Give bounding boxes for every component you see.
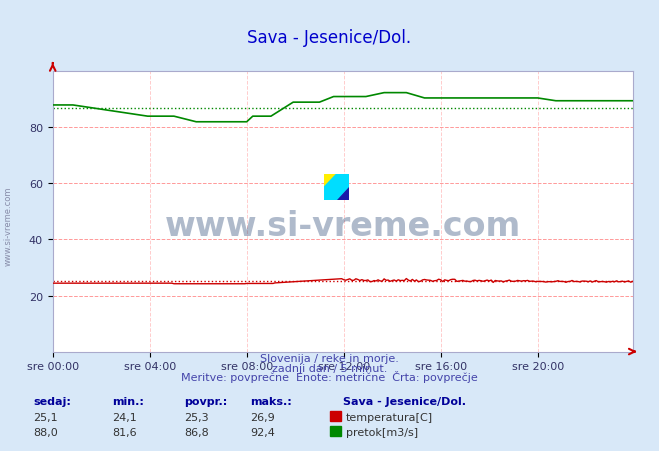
- Bar: [330, 426, 341, 436]
- Text: pretok[m3/s]: pretok[m3/s]: [346, 427, 418, 437]
- Text: povpr.:: povpr.:: [185, 396, 228, 405]
- Text: 92,4: 92,4: [250, 427, 275, 437]
- Text: maks.:: maks.:: [250, 396, 292, 405]
- Text: 86,8: 86,8: [185, 427, 210, 437]
- Text: www.si-vreme.com: www.si-vreme.com: [165, 209, 521, 243]
- Text: 81,6: 81,6: [112, 427, 136, 437]
- Text: Sava - Jesenice/Dol.: Sava - Jesenice/Dol.: [343, 396, 466, 405]
- Text: 26,9: 26,9: [250, 412, 275, 422]
- Text: Sava - Jesenice/Dol.: Sava - Jesenice/Dol.: [247, 29, 412, 47]
- Text: temperatura[C]: temperatura[C]: [346, 412, 433, 422]
- Polygon shape: [337, 188, 349, 201]
- Text: sedaj:: sedaj:: [33, 396, 71, 405]
- Text: 25,1: 25,1: [33, 412, 57, 422]
- Text: min.:: min.:: [112, 396, 144, 405]
- Text: Slovenija / reke in morje.: Slovenija / reke in morje.: [260, 353, 399, 363]
- Text: 88,0: 88,0: [33, 427, 58, 437]
- Text: zadnji dan / 5 minut.: zadnji dan / 5 minut.: [272, 363, 387, 373]
- Text: Meritve: povprečne  Enote: metrične  Črta: povprečje: Meritve: povprečne Enote: metrične Črta:…: [181, 371, 478, 382]
- Polygon shape: [324, 175, 337, 188]
- Text: 24,1: 24,1: [112, 412, 137, 422]
- Polygon shape: [324, 175, 349, 201]
- Text: www.si-vreme.com: www.si-vreme.com: [3, 186, 13, 265]
- Text: 25,3: 25,3: [185, 412, 209, 422]
- Bar: [330, 411, 341, 421]
